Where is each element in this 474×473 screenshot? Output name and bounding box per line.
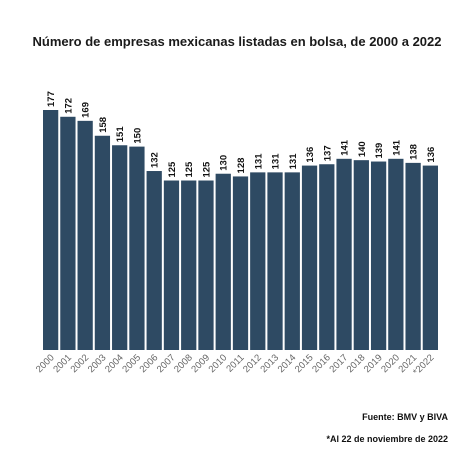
- data-label-2018: 140: [357, 141, 368, 157]
- bar-2010: [215, 173, 231, 350]
- data-label-2007: 125: [167, 161, 178, 178]
- bar-2009: [198, 180, 214, 350]
- bar-2021: [405, 162, 421, 350]
- data-label-2001: 172: [63, 98, 74, 114]
- bar-2006: [146, 171, 162, 350]
- bar-2020: [388, 158, 404, 350]
- data-label-2002: 169: [81, 102, 92, 118]
- data-label-2021: 138: [409, 144, 420, 160]
- x-tick-label-2020: 2020: [379, 352, 402, 375]
- data-label-2020: 141: [391, 139, 402, 156]
- bar-2015: [301, 165, 318, 350]
- chart-title: Número de empresas mexicanas listadas en…: [32, 34, 442, 49]
- bar-2007: [163, 180, 180, 350]
- data-label-2013: 131: [271, 153, 282, 170]
- bar-2003: [94, 135, 111, 350]
- bar-2013: [267, 172, 283, 350]
- x-tick-label-2003: 2003: [86, 352, 109, 375]
- x-tick-label-2008: 2008: [172, 352, 195, 375]
- data-label-2003: 158: [98, 117, 109, 133]
- x-tick-label-2009: 2009: [189, 352, 212, 375]
- bar-2004: [112, 145, 128, 350]
- bar-2016: [319, 164, 335, 350]
- bar-2002: [77, 120, 93, 350]
- x-tick-label-2001: 2001: [51, 352, 74, 375]
- data-label-2011: 128: [236, 158, 247, 174]
- data-label-2008: 125: [184, 161, 195, 178]
- x-tick-label-2005: 2005: [120, 352, 143, 375]
- bar-2008: [181, 180, 197, 350]
- data-label-2004: 151: [115, 126, 126, 143]
- data-label-2009: 125: [201, 161, 212, 178]
- x-tick-label-2007: 2007: [155, 352, 178, 375]
- x-tick-label-2010: 2010: [207, 352, 230, 375]
- source-note: Fuente: BMV y BIVA: [362, 412, 448, 422]
- bar-2012: [250, 172, 266, 350]
- footnote: *Al 22 de noviembre de 2022: [326, 434, 448, 444]
- x-tick-label-2014: 2014: [276, 352, 299, 375]
- bar-2005: [129, 146, 145, 350]
- data-label-2015: 136: [305, 147, 316, 163]
- bar-2017: [336, 158, 352, 350]
- data-label-2019: 139: [374, 143, 385, 159]
- data-label-2016: 137: [322, 145, 333, 161]
- x-tick-label-2004: 2004: [103, 352, 126, 375]
- x-tick-label-2000: 2000: [34, 352, 57, 375]
- data-label-2005: 150: [132, 128, 143, 144]
- x-tick-label-2012: 2012: [241, 352, 264, 375]
- x-tick-label-2006: 2006: [138, 352, 161, 375]
- data-label-2014: 131: [288, 153, 299, 170]
- bar-2001: [60, 116, 76, 350]
- bar-2000: [43, 110, 59, 350]
- x-tick-label-2002: 2002: [69, 352, 92, 375]
- x-tick-label-2011: 2011: [224, 352, 246, 374]
- data-label-2017: 141: [340, 139, 351, 156]
- data-label-2000: 177: [46, 91, 57, 107]
- x-tick-label-2019: 2019: [362, 352, 385, 375]
- data-label-2012: 131: [253, 153, 264, 170]
- data-label-2022: 136: [426, 147, 437, 163]
- data-label-2006: 132: [150, 152, 161, 168]
- bar-2022: [422, 165, 438, 350]
- x-tick-label-2017: 2017: [327, 352, 350, 375]
- x-tick-label-2016: 2016: [310, 352, 333, 375]
- data-label-2010: 130: [219, 155, 230, 171]
- x-tick-label-2015: 2015: [293, 352, 316, 375]
- bar-2019: [370, 161, 387, 350]
- bar-2014: [284, 172, 300, 350]
- bar-2011: [232, 176, 249, 350]
- x-tick-label-2013: 2013: [258, 352, 281, 375]
- x-tick-label-2018: 2018: [345, 352, 368, 375]
- bar-2018: [353, 160, 369, 350]
